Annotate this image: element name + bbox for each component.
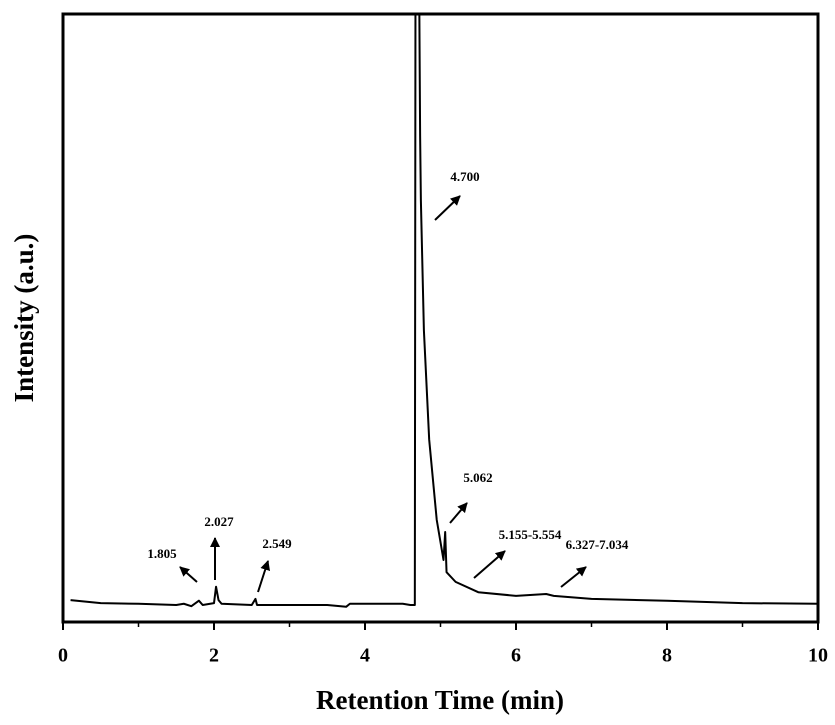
- x-tick-label: 4: [360, 645, 370, 667]
- data-line: [70, 14, 818, 608]
- annotation: 2.549: [262, 536, 292, 551]
- annotation: 5.155-5.554: [499, 527, 562, 542]
- annotation-arrow: [257, 560, 270, 593]
- annotation-arrow: [473, 550, 506, 579]
- x-tick-label: 8: [662, 645, 672, 667]
- plot-area: [70, 14, 818, 608]
- x-axis-title: Retention Time (min): [316, 685, 564, 715]
- annotation-arrow: [560, 566, 587, 588]
- annotation: 4.700: [450, 169, 479, 184]
- y-axis-title: Intensity (a.u.): [9, 234, 39, 403]
- annotation: 6.327-7.034: [566, 537, 629, 552]
- plot-frame: [61, 12, 820, 624]
- x-tick-label: 6: [511, 645, 521, 667]
- annotation-arrow: [434, 195, 461, 221]
- x-tick-label: 0: [58, 645, 68, 667]
- annotation-arrow: [449, 502, 468, 524]
- annotation: 2.027: [204, 514, 234, 529]
- x-tick-label: 10: [808, 645, 828, 667]
- x-tick-label: 2: [209, 645, 219, 667]
- annotation: 1.805: [147, 546, 177, 561]
- annotation-arrow: [179, 566, 198, 583]
- annotation: 5.062: [463, 470, 492, 485]
